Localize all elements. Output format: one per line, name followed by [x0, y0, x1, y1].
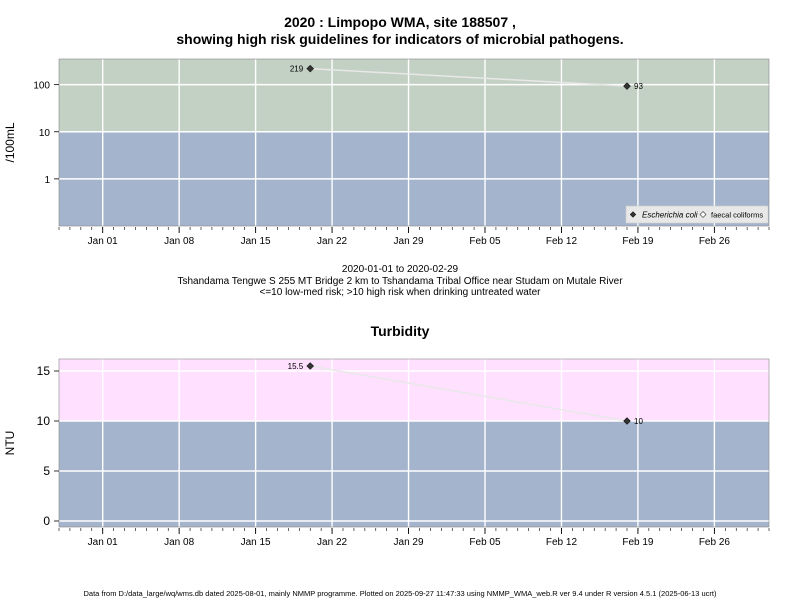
panel-1-y-axis-label: /100mL	[3, 122, 17, 162]
panel-1-x-tick-label-1: Jan 08	[164, 236, 194, 247]
panel-2-y-tick-label-3: 15	[37, 364, 51, 378]
legend-marker-faecal	[699, 211, 707, 218]
panel-1-high-risk-band	[59, 59, 769, 132]
panel-2-x-tick-label-8: Feb 26	[699, 537, 731, 548]
panel-1-x-tick-label-6: Feb 12	[546, 236, 578, 247]
panel-2-x-tick-label-3: Jan 22	[317, 537, 347, 548]
panel-2-y-axis-label: NTU	[3, 431, 17, 456]
panel-2-data-label-1: 10	[634, 417, 643, 426]
panel-1-x-tick-label-2: Jan 15	[241, 236, 271, 247]
panel-1-x-tick-label-5: Feb 05	[469, 236, 501, 247]
panel-2-x-tick-label-2: Jan 15	[241, 537, 271, 548]
panel-1-x-tick-label-7: Feb 19	[622, 236, 654, 247]
caption-risk-guideline: <=10 low-med risk; >10 high risk when dr…	[259, 287, 541, 298]
panel-2-data-point-0	[306, 362, 315, 370]
panel-2-x-tick-label-1: Jan 08	[164, 537, 194, 548]
panel-2-x-tick-label-4: Jan 29	[394, 537, 424, 548]
footer-note: Data from D:/data_large/wq/wms.db dated …	[83, 589, 717, 598]
chart-title-line-2: showing high risk guidelines for indicat…	[176, 31, 624, 47]
chart-title-line-1: 2020 : Limpopo WMA, site 188507 ,	[284, 14, 516, 30]
panel-2-x-tick-label-7: Feb 19	[622, 537, 654, 548]
panel-1-x-tick-label-0: Jan 01	[88, 236, 118, 247]
panel-2-high-risk-band	[59, 359, 769, 421]
panel-1-x-tick-label-4: Jan 29	[394, 236, 424, 247]
panel-2-y-tick-label-1: 5	[43, 464, 50, 478]
legend-label-ecoli: Escherichia coli	[642, 211, 698, 220]
panel-1-data-label-1: 93	[634, 82, 643, 91]
panel-2-low-risk-band	[59, 421, 769, 527]
panel-1-y-tick-label-1: 10	[39, 128, 51, 139]
panel-1-x-tick-label-3: Jan 22	[317, 236, 347, 247]
caption-date-range: 2020-01-01 to 2020-02-29	[341, 264, 459, 275]
legend-marker-ecoli	[629, 211, 637, 218]
panel-2-x-tick-label-6: Feb 12	[546, 537, 578, 548]
panel-2-series-0-line	[310, 365, 628, 422]
panel-1-y-tick-label-0: 1	[44, 175, 50, 186]
panel-2-y-tick-label-0: 0	[43, 514, 50, 528]
panel-2-data-label-0: 15.5	[288, 362, 304, 371]
panel-1-frame	[58, 58, 770, 227]
panel-1-data-point-1	[623, 82, 631, 90]
turbidity-title: Turbidity	[370, 323, 430, 339]
legend-box	[625, 205, 769, 224]
caption-site-description: Tshandama Tengwe S 255 MT Bridge 2 km to…	[177, 276, 623, 287]
panel-1-data-point-0	[306, 64, 315, 73]
panel-2-x-tick-label-5: Feb 05	[469, 537, 501, 548]
panel-2-x-tick-label-0: Jan 01	[88, 537, 118, 548]
panel-2-y-tick-label-2: 10	[37, 414, 51, 428]
legend-label-faecal: faecal coliforms	[711, 211, 763, 220]
panel-2-frame	[58, 358, 770, 528]
panel-1-x-tick-label-8: Feb 26	[699, 236, 731, 247]
panel-1-y-tick-label-2: 100	[33, 81, 50, 92]
panel-1-series-0-line	[310, 67, 628, 87]
panel-2-data-point-1	[623, 417, 631, 425]
panel-1-data-label-0: 219	[290, 65, 304, 74]
